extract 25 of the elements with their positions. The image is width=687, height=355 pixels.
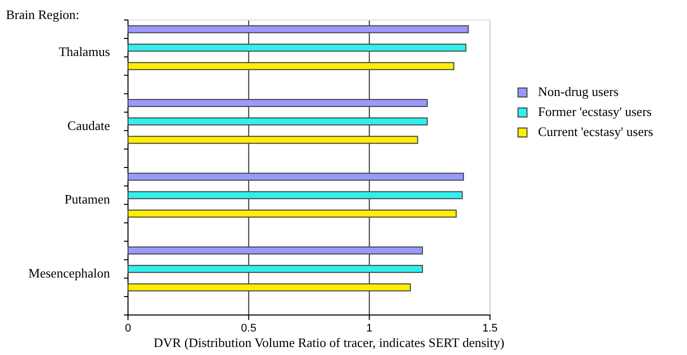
x-tick-label: 0 bbox=[124, 322, 132, 334]
bar bbox=[128, 62, 454, 70]
bar bbox=[128, 283, 411, 292]
x-axis-title: DVR (Distribution Volume Ratio of tracer, indicates SERT density) bbox=[154, 335, 504, 350]
x-tick-label: 1 bbox=[366, 322, 372, 334]
bar bbox=[128, 44, 466, 52]
bar bbox=[128, 264, 423, 273]
y-tick-label: Caudate bbox=[67, 118, 110, 133]
y-axis-title: Brain Region: bbox=[6, 7, 80, 22]
bar bbox=[128, 25, 469, 34]
bar bbox=[128, 136, 418, 144]
x-tick-label: 1.5 bbox=[482, 322, 498, 334]
legend-label: Former 'ecstasy' users bbox=[538, 104, 652, 119]
bar bbox=[128, 98, 428, 107]
bar bbox=[128, 246, 423, 254]
y-tick-label: Thalamus bbox=[58, 44, 110, 60]
y-tick-label: Mesencephalon bbox=[28, 265, 110, 280]
x-tick-label: 0.5 bbox=[241, 322, 256, 334]
legend-label: Current 'ecstasy' users bbox=[538, 124, 654, 139]
bar bbox=[128, 210, 457, 218]
bar bbox=[128, 117, 428, 126]
bar bbox=[128, 172, 464, 181]
legend-label: Non-drug users bbox=[538, 84, 619, 99]
bar bbox=[128, 191, 463, 200]
y-tick-label: Putamen bbox=[64, 192, 110, 207]
